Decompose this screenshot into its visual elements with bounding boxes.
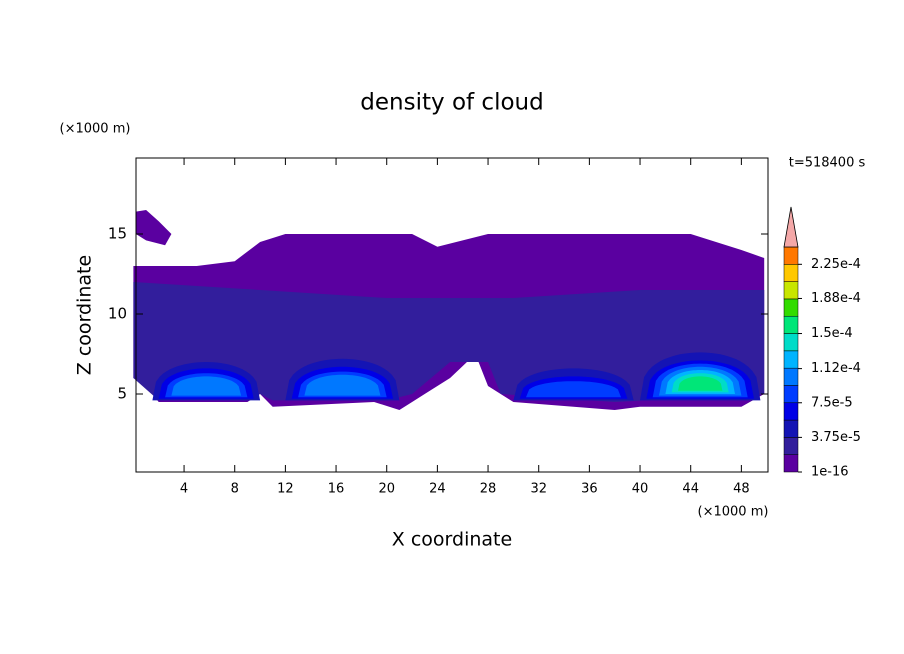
colorbar-extend (783, 206, 799, 248)
x-tick-label: 4 (180, 482, 188, 497)
colorbar-tick-label: 1.5e-4 (811, 326, 853, 341)
contour-region (304, 374, 381, 396)
colorbar-box (783, 454, 799, 473)
colorbar-box (783, 437, 799, 455)
colorbar-box (783, 419, 799, 438)
colorbar-tick-label: 3.75e-5 (811, 430, 861, 445)
colorbar-tick-label: 1e-16 (811, 465, 849, 480)
x-tick-label: 20 (378, 482, 395, 497)
y-tick-label: 15 (108, 225, 127, 243)
colorbar-box (783, 315, 799, 334)
colorbar-tick-label: 1.88e-4 (811, 291, 861, 306)
contour-region (135, 210, 172, 246)
colorbar-box (783, 367, 799, 386)
x-tick-label: 36 (581, 482, 598, 497)
y-tick-label: 10 (108, 305, 127, 323)
colorbar-box (783, 281, 799, 300)
contour-region (678, 376, 723, 391)
x-tick-label: 12 (277, 482, 294, 497)
chart-title: density of cloud (360, 90, 543, 116)
y-axis-label: Z coordinate (74, 255, 96, 375)
x-tick-label: 44 (682, 482, 699, 497)
x-axis-label: X coordinate (392, 529, 512, 551)
colorbar-box (783, 264, 799, 282)
x-tick-label: 40 (632, 482, 649, 497)
colorbar-tick-label: 2.25e-4 (811, 257, 861, 272)
time-annotation: t=518400 s (789, 156, 866, 171)
plot-area (133, 210, 765, 410)
y-unit: (×1000 m) (60, 122, 131, 137)
contour-region (526, 381, 621, 398)
x-unit: (×1000 m) (698, 505, 769, 520)
contour-region (133, 282, 765, 402)
colorbar-box (783, 402, 799, 421)
colorbar-box (783, 385, 799, 404)
colorbar-box (783, 298, 799, 317)
x-tick-label: 8 (231, 482, 239, 497)
colorbar-tick-label: 1.12e-4 (811, 361, 861, 376)
x-tick-label: 28 (480, 482, 497, 497)
y-tick-label: 5 (117, 385, 127, 403)
x-tick-label: 24 (429, 482, 446, 497)
plot-frame (135, 157, 769, 473)
colorbar-box (783, 246, 799, 265)
colorbar-box (783, 333, 799, 352)
x-tick-label: 32 (530, 482, 547, 497)
colorbar-tick-label: 7.5e-5 (811, 395, 853, 410)
x-tick-label: 48 (733, 482, 750, 497)
colorbar-box (783, 350, 799, 369)
x-tick-label: 16 (328, 482, 345, 497)
contour-region (171, 376, 242, 396)
